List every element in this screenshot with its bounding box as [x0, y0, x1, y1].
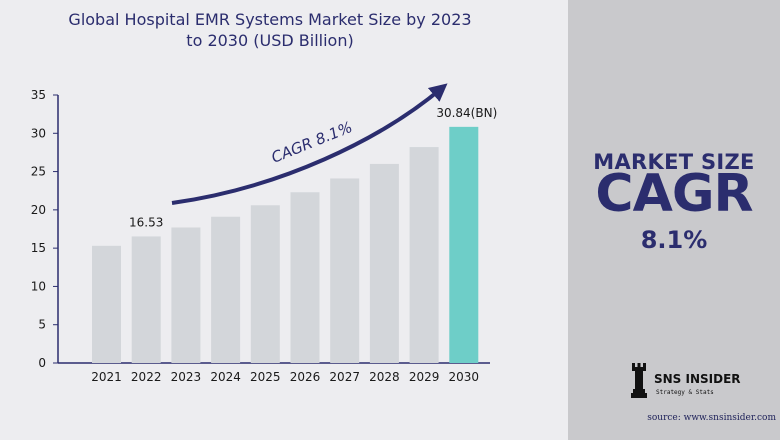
- x-tick-label: 2025: [250, 370, 281, 384]
- x-tick-label: 2027: [329, 370, 360, 384]
- bar-2023: [171, 227, 201, 363]
- bar-2028: [369, 163, 399, 363]
- brand-name: SNS INSIDER: [654, 372, 741, 386]
- y-tick-label: 10: [31, 279, 46, 293]
- bar-2022: [131, 236, 161, 363]
- brand-logo: SNS INSIDER Strategy & Stats: [628, 360, 776, 406]
- y-tick-label: 35: [31, 88, 46, 102]
- market-size-label: MARKET SIZE: [593, 150, 755, 174]
- cagr-arrow: [171, 83, 448, 205]
- x-tick-label: 2022: [131, 370, 162, 384]
- y-tick-label: 20: [31, 203, 46, 217]
- x-tick-label: 2021: [91, 370, 122, 384]
- x-tick-label: 2023: [171, 370, 202, 384]
- bar-2025: [250, 205, 280, 363]
- x-tick-label: 2029: [409, 370, 440, 384]
- x-tick-label: 2026: [290, 370, 321, 384]
- bar-2021: [92, 245, 121, 363]
- bar-2026: [290, 192, 320, 363]
- y-tick-label: 15: [31, 241, 46, 255]
- bar-2029: [409, 147, 439, 363]
- y-tick-label: 25: [31, 165, 46, 179]
- cagr-value: 8.1%: [640, 226, 708, 254]
- data-label: 16.53: [129, 215, 163, 229]
- brand-tagline: Strategy & Stats: [656, 389, 714, 396]
- chart-title: Global Hospital EMR Systems Market Size …: [68, 10, 472, 50]
- x-tick-label: 2030: [449, 370, 480, 384]
- bar-2027: [330, 178, 360, 363]
- chess-rook-icon: [631, 363, 647, 398]
- y-tick-label: 5: [38, 318, 46, 332]
- summary-panel: [568, 0, 780, 440]
- y-tick-label: 0: [38, 356, 46, 370]
- source-text: source: www.snsinsider.com: [647, 413, 776, 423]
- bar-2030: [449, 126, 479, 363]
- y-tick-label: 30: [31, 126, 46, 140]
- x-tick-label: 2028: [369, 370, 400, 384]
- data-label: 30.84(BN): [436, 106, 497, 120]
- bar-2024: [211, 216, 241, 363]
- cagr-annotation: CAGR 8.1%: [269, 118, 355, 167]
- x-tick-label: 2024: [210, 370, 241, 384]
- cagr-label: CAGR: [595, 164, 753, 224]
